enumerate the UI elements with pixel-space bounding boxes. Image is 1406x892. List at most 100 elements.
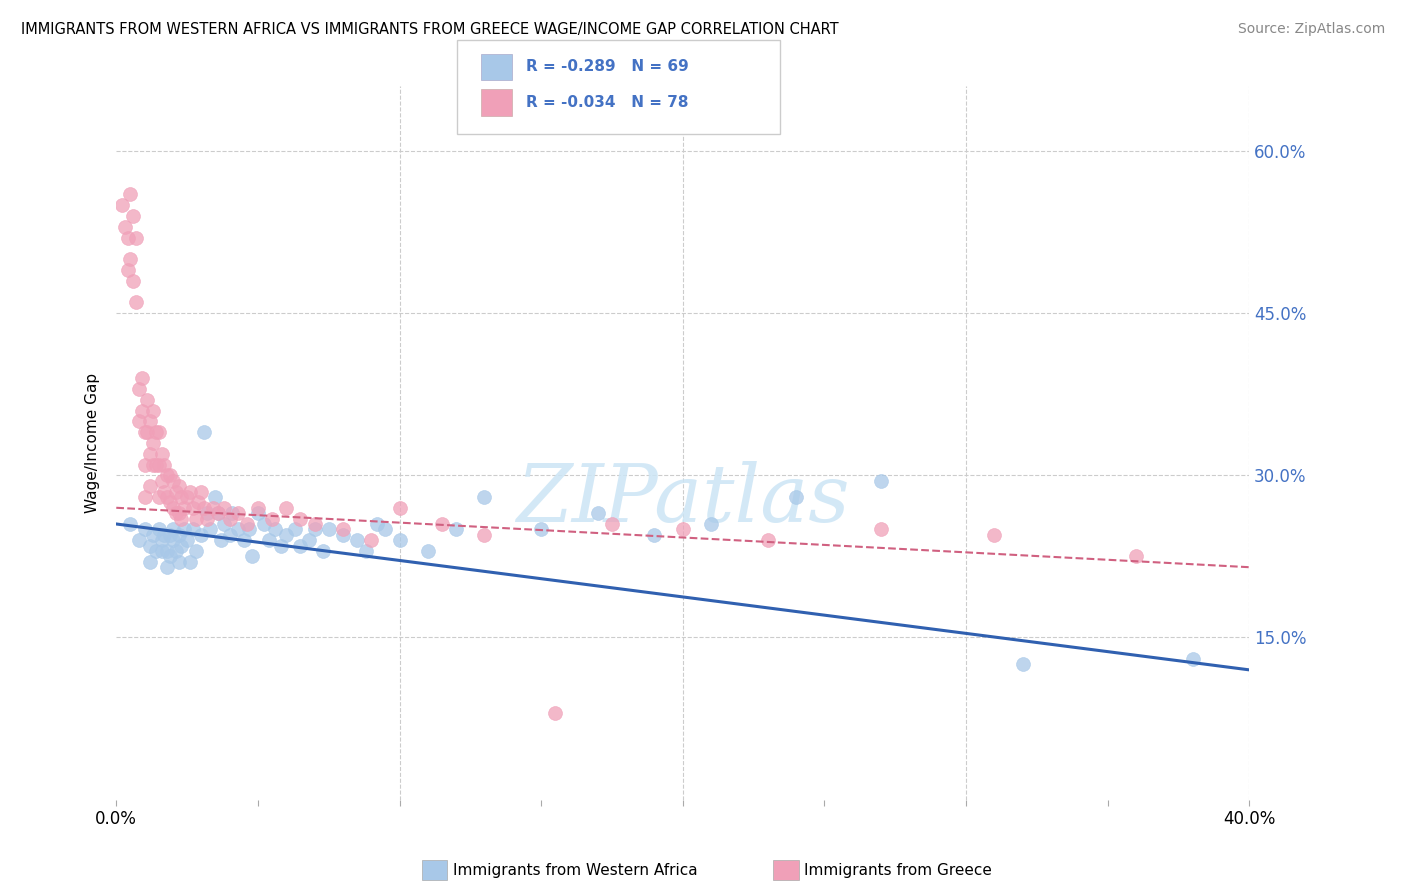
Y-axis label: Wage/Income Gap: Wage/Income Gap [86, 373, 100, 513]
Point [150, 447, 173, 461]
Point [184, 544, 207, 558]
Point [366, 516, 388, 531]
Point [586, 506, 609, 520]
Point [388, 533, 411, 548]
Point [207, 506, 229, 520]
Point [170, 511, 193, 525]
Point [416, 544, 439, 558]
Point [165, 544, 187, 558]
Point [165, 484, 187, 499]
Point [176, 490, 198, 504]
Point [170, 539, 193, 553]
Point [153, 484, 176, 499]
Point [870, 522, 893, 536]
Point [156, 468, 179, 483]
Point [167, 506, 190, 520]
Point [257, 533, 280, 548]
Point [312, 544, 335, 558]
Point [125, 295, 148, 310]
Point [388, 500, 411, 515]
Text: Source: ZipAtlas.com: Source: ZipAtlas.com [1237, 22, 1385, 37]
Point [148, 458, 170, 472]
Point [221, 506, 243, 520]
Point [150, 474, 173, 488]
Point [134, 458, 156, 472]
Point [643, 528, 665, 542]
Point [240, 549, 263, 564]
Point [142, 436, 165, 450]
Point [252, 516, 274, 531]
Point [131, 371, 153, 385]
Point [201, 500, 224, 515]
Point [167, 528, 190, 542]
Point [145, 544, 167, 558]
Point [332, 528, 354, 542]
Point [276, 500, 298, 515]
Point [167, 555, 190, 569]
Point [298, 533, 321, 548]
Point [139, 414, 162, 428]
Point [544, 706, 567, 720]
Text: ZIPatlas: ZIPatlas [516, 461, 849, 539]
Point [700, 516, 723, 531]
Point [354, 544, 377, 558]
Point [270, 539, 292, 553]
Point [530, 522, 553, 536]
Point [190, 484, 212, 499]
Point [474, 490, 496, 504]
Text: Immigrants from Greece: Immigrants from Greece [804, 863, 993, 878]
Point [120, 252, 142, 267]
Point [156, 490, 179, 504]
Point [111, 198, 134, 212]
Point [142, 458, 165, 472]
Point [153, 528, 176, 542]
Point [179, 555, 201, 569]
Point [218, 511, 240, 525]
Point [170, 490, 193, 504]
Point [204, 490, 226, 504]
Point [120, 187, 142, 202]
Point [173, 500, 195, 515]
Point [134, 425, 156, 439]
Point [148, 522, 170, 536]
Point [159, 549, 181, 564]
Point [238, 522, 260, 536]
Point [212, 516, 235, 531]
Point [139, 479, 162, 493]
Point [1181, 652, 1204, 666]
Point [134, 490, 156, 504]
Point [209, 533, 232, 548]
Point [284, 522, 307, 536]
Point [145, 458, 167, 472]
Point [785, 490, 807, 504]
Point [125, 230, 148, 244]
Point [148, 490, 170, 504]
Point [318, 522, 340, 536]
Point [756, 533, 779, 548]
Point [600, 516, 623, 531]
Point [122, 209, 145, 223]
Point [139, 555, 162, 569]
Point [131, 403, 153, 417]
Point [346, 533, 368, 548]
Point [167, 479, 190, 493]
Point [198, 522, 221, 536]
Point [444, 522, 467, 536]
Point [474, 528, 496, 542]
Point [128, 414, 150, 428]
Point [1011, 657, 1033, 672]
Point [120, 516, 142, 531]
Point [153, 458, 176, 472]
Point [128, 533, 150, 548]
Point [128, 382, 150, 396]
Point [190, 528, 212, 542]
Point [139, 447, 162, 461]
Point [276, 528, 298, 542]
Point [114, 219, 136, 234]
Point [117, 263, 139, 277]
Point [117, 230, 139, 244]
Point [173, 522, 195, 536]
Point [246, 500, 269, 515]
Point [264, 522, 287, 536]
Point [165, 506, 187, 520]
